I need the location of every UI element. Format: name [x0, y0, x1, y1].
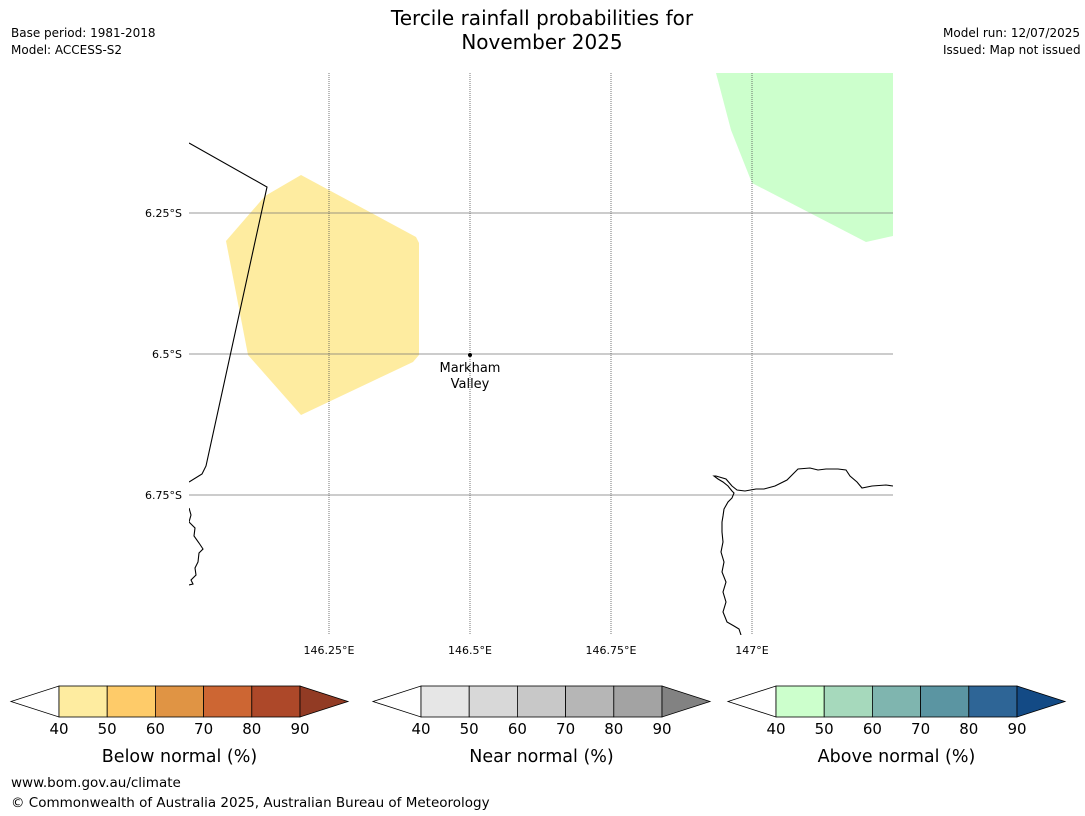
legend-tick-label: 90 [1007, 720, 1026, 738]
legend-tick-label: 60 [863, 720, 882, 738]
lat-label-6.25s: 6.25°S [145, 207, 182, 220]
issued-text: Issued: Map not issued [943, 43, 1081, 57]
lat-label-6.75s: 6.75°S [145, 489, 182, 502]
legend-tick-label: 60 [508, 720, 527, 738]
legend-tick-label: 70 [556, 720, 575, 738]
legend-tick-label: 50 [98, 720, 117, 738]
legend-extend-high [661, 685, 712, 718]
lon-label-146.5e: 146.5°E [448, 644, 492, 657]
legend-swatch [154, 685, 204, 718]
model-run-text: Model run: 12/07/2025 [943, 26, 1081, 40]
legend-swatch [420, 685, 470, 718]
legend-extend-low [726, 685, 777, 718]
lon-label-146.25e: 146.25°E [304, 644, 355, 657]
base-period-text: Base period: 1981-2018 [11, 26, 156, 40]
place-label-line-1: Markham [440, 361, 501, 376]
legend-title: Above normal (%) [818, 747, 976, 767]
legend-tick-label: 90 [290, 720, 309, 738]
legend-above-normal: 40 50 60 70 80 90 Above normal (%) [726, 685, 1067, 767]
legend-swatch [613, 685, 663, 718]
map-area [189, 73, 893, 635]
legend-tick-label: 40 [49, 720, 68, 738]
lat-labels: 6.25°S 6.5°S 6.75°S [145, 207, 182, 502]
below-normal-region [226, 175, 419, 415]
footer-copyright: © Commonwealth of Australia 2025, Austra… [11, 795, 490, 811]
legend-swatch [58, 685, 108, 718]
legend-tick-label: 90 [652, 720, 671, 738]
place-label-line-2: Valley [451, 377, 490, 392]
legend-tick-label: 70 [194, 720, 213, 738]
legend-tick-label: 80 [604, 720, 623, 738]
title-line-1: Tercile rainfall probabilities for [390, 6, 694, 30]
legend-title: Near normal (%) [469, 747, 614, 767]
lat-gridlines [189, 212, 893, 496]
legend-swatch [968, 685, 1018, 718]
legend-tick-label: 60 [146, 720, 165, 738]
legend-swatch [775, 685, 825, 718]
lon-labels: 146.25°E 146.5°E 146.75°E 147°E [304, 644, 769, 657]
lat-label-6.5s: 6.5°S [152, 348, 182, 361]
legend-tick-label: 40 [411, 720, 430, 738]
legend-swatch [517, 685, 567, 718]
run-info: Model run: 12/07/2025 Issued: Map not is… [943, 25, 1081, 59]
coastline-east [712, 467, 893, 635]
legend-below-normal: 40 50 60 70 80 90 Below normal (%) [9, 685, 350, 767]
markham-valley-marker [468, 353, 472, 357]
footer-url[interactable]: www.bom.gov.au/climate [11, 775, 181, 791]
legend-title: Below normal (%) [102, 747, 257, 767]
legend-tick-label: 40 [766, 720, 785, 738]
title-line-2: November 2025 [461, 30, 623, 54]
legend-swatch [872, 685, 922, 718]
model-text: Model: ACCESS-S2 [11, 43, 123, 57]
legend-extend-low [9, 685, 60, 718]
coastline-west [189, 507, 204, 586]
legend-near-normal: 40 50 60 70 80 90 Near normal (%) [371, 685, 712, 767]
lon-label-147e: 147°E [735, 644, 768, 657]
legend-swatch [565, 685, 615, 718]
legend-tick-label: 80 [242, 720, 261, 738]
legend-swatch [203, 685, 253, 718]
legend-extend-high [1016, 685, 1067, 718]
border-line [189, 142, 268, 483]
legend-tick-label: 50 [815, 720, 834, 738]
legend-swatch [823, 685, 873, 718]
model-info: Base period: 1981-2018 Model: ACCESS-S2 [11, 25, 156, 59]
page-title: Tercile rainfall probabilities for Novem… [292, 6, 792, 54]
legend-extend-high [299, 685, 350, 718]
legend-swatch [251, 685, 301, 718]
above-normal-region [716, 73, 893, 242]
legend-tick-label: 70 [911, 720, 930, 738]
legend-tick-label: 50 [460, 720, 479, 738]
legend-swatch [468, 685, 518, 718]
legend-swatch [920, 685, 970, 718]
legend-extend-low [371, 685, 422, 718]
lon-label-146.75e: 146.75°E [586, 644, 637, 657]
legend-tick-label: 80 [959, 720, 978, 738]
legend-swatch [106, 685, 156, 718]
